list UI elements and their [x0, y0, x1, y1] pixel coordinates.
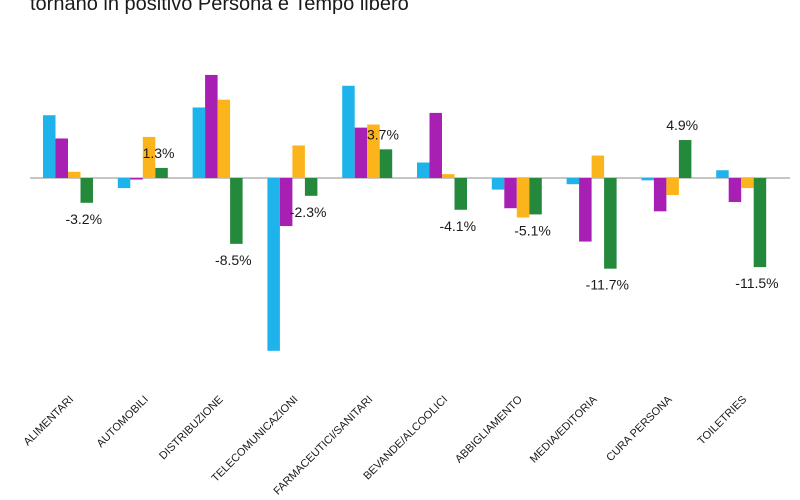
bar [442, 174, 455, 178]
data-label: -2.3% [290, 204, 327, 220]
data-label: 1.3% [143, 145, 175, 161]
data-label: -8.5% [215, 252, 252, 268]
category-label: AUTOMOBILI [95, 394, 151, 450]
category-label: TOILETRIES [696, 394, 750, 448]
bar [417, 162, 430, 178]
bar [230, 178, 243, 244]
bar [155, 167, 168, 178]
data-label: -11.7% [586, 277, 629, 293]
bar [80, 178, 93, 203]
category-label: DISTRIBUZIONE [157, 394, 226, 463]
chart-title: tornano in positivo Persona e Tempo libe… [30, 0, 409, 15]
bar [529, 178, 542, 215]
category-label: ALIMENTARI [22, 394, 77, 449]
bar [379, 149, 393, 178]
bar [753, 178, 767, 268]
category-label: ABBIGLIAMENTO [453, 393, 525, 465]
data-label: -11.5% [735, 275, 778, 291]
bar [728, 178, 742, 203]
bar [579, 178, 592, 242]
bar [192, 107, 206, 178]
bar [429, 112, 442, 178]
bar [304, 178, 318, 196]
category-label: CURA PERSONA [604, 393, 675, 464]
bar [604, 178, 617, 269]
bar [267, 178, 280, 351]
bar [142, 136, 156, 178]
bar [367, 124, 380, 178]
bar [68, 171, 81, 178]
bar [292, 145, 305, 178]
bar [43, 115, 56, 178]
bar [205, 74, 218, 178]
bar [741, 178, 754, 189]
bar [666, 178, 679, 196]
bar [516, 178, 530, 218]
category-label: BEVANDE/ALCOOLICI [361, 394, 450, 483]
bar [454, 178, 467, 210]
bar [217, 99, 231, 178]
bar [591, 155, 605, 178]
bar [716, 170, 729, 178]
bar [653, 178, 667, 212]
bar [342, 85, 355, 178]
data-label: -5.1% [514, 222, 551, 238]
bar [678, 140, 692, 178]
bar [504, 178, 517, 209]
data-label: -4.1% [439, 218, 476, 234]
bar [354, 127, 368, 178]
bar [55, 138, 68, 178]
category-label: TELECOMUNICAZIONI [209, 394, 300, 485]
bar [566, 178, 580, 185]
bar [279, 178, 293, 227]
bar [117, 178, 131, 189]
category-label: MEDIA/EDITORIA [528, 393, 600, 465]
data-label: 3.7% [367, 126, 399, 142]
data-label: -3.2% [65, 211, 102, 227]
data-label: 4.9% [666, 117, 698, 133]
bar [491, 178, 505, 190]
bar [130, 178, 143, 180]
bar [641, 178, 654, 181]
